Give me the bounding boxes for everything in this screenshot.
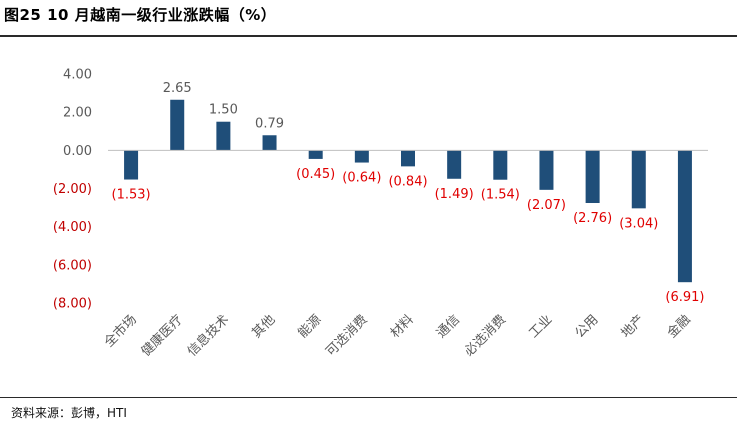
bar [262, 135, 277, 151]
bar [677, 150, 692, 283]
bar [631, 150, 646, 209]
bar [585, 150, 600, 204]
y-tick-label: (4.00) [53, 220, 92, 235]
category-label: 健康医疗 [138, 312, 186, 360]
figure-title: 图25 10 月越南一级行业涨跌幅（%） [4, 6, 277, 24]
data-label: (3.04) [619, 216, 658, 231]
source-divider [0, 397, 737, 398]
category-label: 全市场 [101, 312, 140, 351]
title-divider [0, 35, 737, 37]
data-label: (0.64) [342, 171, 381, 186]
category-label: 信息技术 [184, 312, 232, 360]
bar [124, 150, 139, 180]
y-tick-label: (2.00) [53, 182, 92, 197]
category-label: 可选消费 [323, 312, 370, 359]
data-label: (0.45) [296, 167, 335, 182]
bar [216, 121, 231, 151]
bar [401, 150, 415, 167]
category-label: 必选消费 [462, 312, 509, 359]
bar [354, 150, 369, 163]
data-label: (2.76) [573, 211, 612, 226]
bar [447, 150, 462, 179]
y-tick-label: 2.00 [63, 106, 92, 121]
data-label: (0.84) [388, 174, 427, 189]
y-tick-label: 4.00 [63, 68, 92, 83]
data-label: 0.79 [255, 116, 284, 131]
data-label: (1.49) [435, 187, 474, 202]
bar [539, 150, 554, 190]
category-label: 材料 [388, 312, 417, 341]
category-label: 地产 [619, 312, 648, 341]
category-label: 能源 [296, 312, 325, 341]
y-tick-label: 0.00 [63, 144, 92, 159]
source-note: 资料来源：彭博，HTI [11, 406, 127, 420]
data-label: (1.53) [112, 188, 151, 203]
data-label: 1.50 [209, 103, 238, 118]
bars [124, 99, 692, 283]
data-label: (2.07) [527, 198, 566, 213]
bar [170, 99, 185, 151]
y-tick-label: (6.00) [53, 258, 92, 273]
category-label: 通信 [434, 312, 463, 341]
value-labels: (1.53) 2.65 1.50 0.79 (0.45) (0.64) (0.84) (1.4… [112, 81, 705, 305]
y-tick-label: (8.00) [53, 297, 92, 312]
data-label: 2.65 [163, 81, 192, 96]
bar [493, 150, 508, 180]
category-label: 金融 [664, 312, 694, 342]
bar [308, 150, 323, 159]
data-label: (1.54) [481, 188, 520, 203]
category-label: 其他 [249, 312, 278, 341]
data-label: (6.91) [665, 290, 704, 305]
category-label: 公用 [572, 312, 601, 341]
category-label: 工业 [526, 312, 555, 341]
y-axis-ticks: 4.00 2.00 0.00 (2.00) (4.00) (6.00) (8.00) [53, 68, 92, 312]
bar-chart: 4.00 2.00 0.00 (2.00) (4.00) (6.00) (8.00) (1.… [53, 68, 708, 360]
